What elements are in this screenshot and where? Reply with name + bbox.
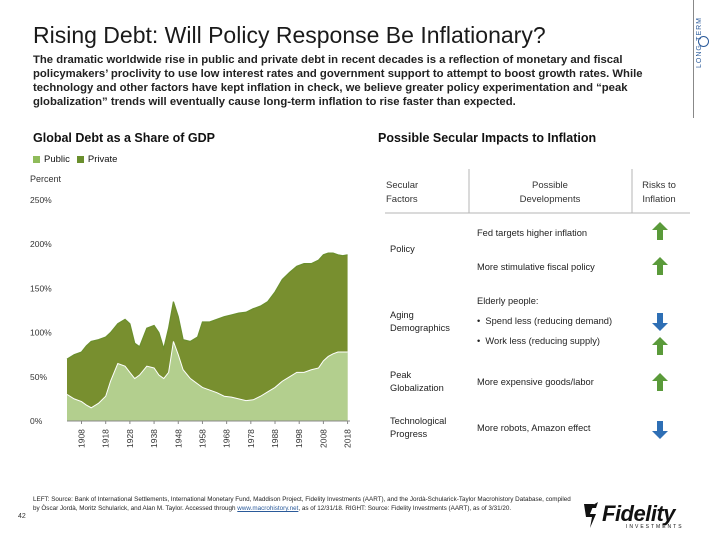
col-header-risks: Risks to Inflation (642, 180, 676, 205)
x-tick-label: 1948 (173, 429, 183, 448)
fidelity-logo: Fidelity INVESTMENTS (580, 500, 692, 530)
dev-stimulative-fiscal: More stimulative fiscal policy (477, 262, 595, 272)
dev-robots-amazon: More robots, Amazon effect (477, 423, 591, 433)
factor-peak-globalization: Peak Globalization (390, 370, 444, 393)
page-number: 42 (18, 513, 26, 520)
logo-wordmark: Fidelity (602, 501, 676, 526)
public-area (67, 341, 348, 421)
arrow-up-icon (652, 257, 668, 275)
y-axis-label: Percent (30, 174, 62, 184)
arrow-down-icon (652, 421, 668, 439)
debt-area-chart: Percent 0% 50% 100% 150% 200% 250% 1908 1918 1928… (30, 174, 353, 448)
y-tick-label: 250% (30, 195, 52, 205)
y-tick-label: 0% (30, 416, 43, 426)
y-tick-label: 100% (30, 328, 52, 338)
x-tick-label: 1988 (270, 429, 280, 448)
legend-private-label: Private (87, 154, 118, 165)
dev-fed-targets: Fed targets higher inflation (477, 228, 588, 238)
dev-work-less: • Work less (reducing supply) (477, 336, 600, 346)
legend-public-label: Public (44, 154, 70, 165)
logo-sub: INVESTMENTS (626, 524, 684, 530)
dev-expensive-goods: More expensive goods/labor (477, 377, 594, 387)
x-tick-label: 2018 (343, 429, 353, 448)
legend-public-swatch (33, 156, 40, 163)
col-header-developments: Possible Developments (519, 180, 581, 205)
dev-spend-less-text: Spend less (reducing demand) (485, 316, 613, 326)
source-text: LEFT: Source: Bank of International Sett… (33, 496, 571, 512)
y-tick-label: 150% (30, 283, 52, 293)
arrow-up-icon (652, 222, 668, 240)
factor-tech-progress: Technological Progress (390, 416, 447, 439)
side-tab[interactable]: LONG-TERM (693, 0, 714, 118)
x-tick-label: 1968 (222, 429, 232, 448)
x-tick-label: 1918 (101, 429, 111, 448)
x-tick-label: 1958 (197, 429, 207, 448)
intro-paragraph: The dramatic worldwide rise in public an… (33, 54, 643, 108)
factor-policy: Policy (390, 244, 415, 254)
x-tick-label: 1928 (125, 429, 135, 448)
source-tail: as of 12/31/18. RIGHT: Source: Fidelity … (301, 505, 512, 512)
factor-aging: Aging Demographics (390, 310, 450, 333)
source-footnote: LEFT: Source: Bank of International Sett… (33, 496, 571, 512)
public-line (66, 341, 348, 409)
dev-elderly-head: Elderly people: (477, 296, 539, 306)
y-tick-label: 200% (30, 239, 52, 249)
side-tab-dot (698, 36, 709, 47)
y-tick-label: 50% (30, 372, 47, 382)
arrow-up-icon (652, 337, 668, 355)
fidelity-logo-icon (584, 502, 598, 528)
x-tick-label: 2008 (318, 429, 328, 448)
page-title: Rising Debt: Will Policy Response Be Inf… (33, 22, 546, 48)
private-line (66, 252, 348, 360)
arrow-up-icon (652, 373, 668, 391)
x-tick-label: 1908 (77, 429, 87, 448)
dev-work-less-text: Work less (reducing supply) (485, 336, 600, 346)
arrow-down-icon (652, 313, 668, 331)
col-header-factors: Secular Factors (386, 180, 419, 205)
x-tick-label: 1938 (149, 429, 159, 448)
chart-title: Global Debt as a Share of GDP (33, 131, 215, 145)
dev-spend-less: • Spend less (reducing demand) (477, 316, 613, 326)
chart-legend: Public Private (33, 154, 117, 165)
legend-private-swatch (76, 156, 84, 163)
x-tick-label: 1978 (246, 429, 256, 448)
macrohistory-link[interactable]: www.macrohistory.net (237, 505, 299, 512)
side-tab-label: LONG-TERM (696, 17, 703, 68)
impacts-title: Possible Secular Impacts to Inflation (378, 131, 597, 145)
x-tick-label: 1998 (294, 429, 304, 448)
